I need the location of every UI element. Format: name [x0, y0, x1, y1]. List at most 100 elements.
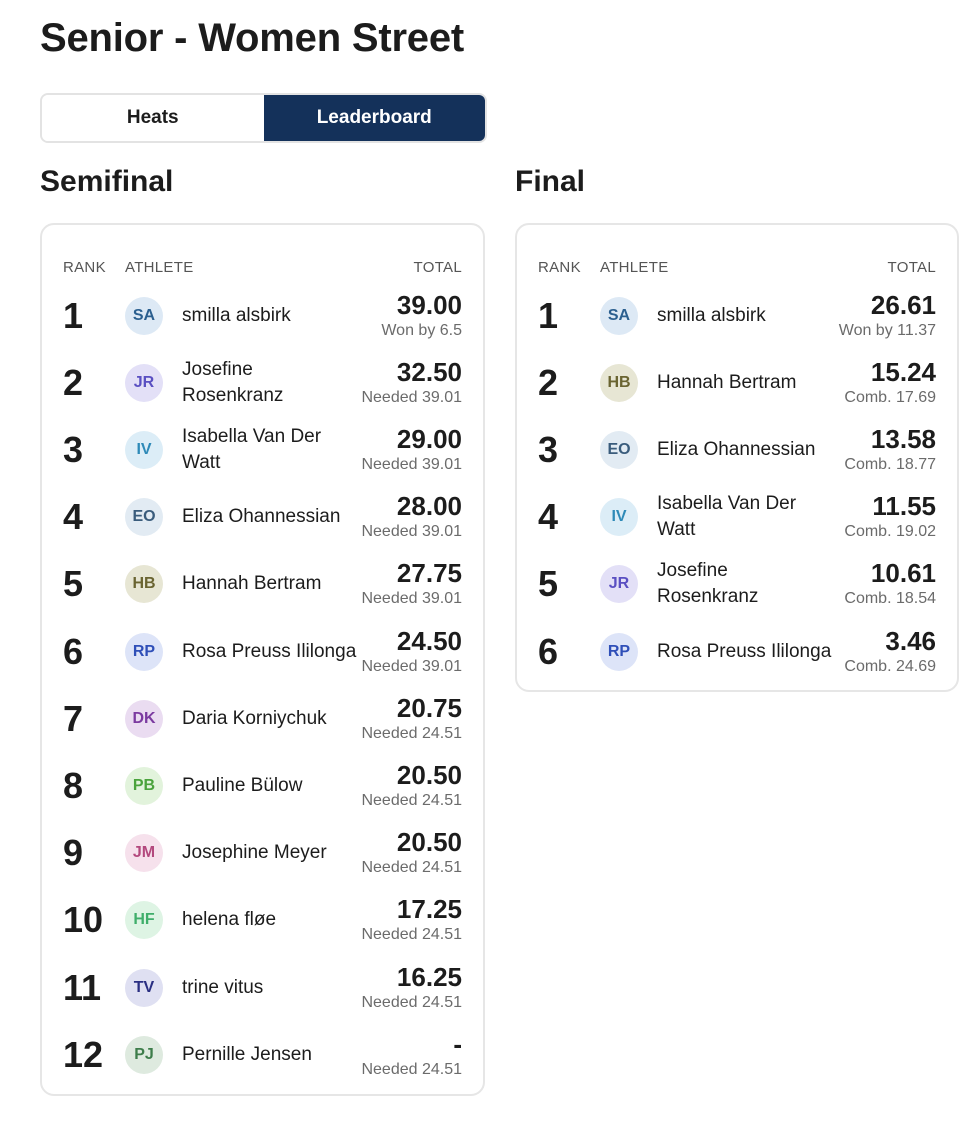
rank-number: 12	[63, 1033, 104, 1075]
athlete-name[interactable]: smilla alsbirk	[657, 304, 766, 326]
athlete-name[interactable]: Hannah Bertram	[657, 371, 797, 393]
avatar: DK	[125, 699, 163, 738]
total-score: 20.75	[396, 692, 462, 723]
avatar: SA	[125, 296, 163, 335]
table-row[interactable]: 11 TV trine vitus 16.25 Needed 24.51	[42, 954, 483, 1021]
athlete-name[interactable]: Eliza Ohannessian	[657, 438, 816, 460]
final-title: Final	[515, 165, 586, 198]
table-row[interactable]: 2 JR Josefine Rosenkranz 32.50 Needed 39.01	[42, 349, 483, 416]
total-cell: 16.25 Needed 24.51	[361, 962, 462, 1014]
avatar: RP	[125, 632, 163, 671]
total-cell: 10.61 Comb. 18.54	[844, 558, 936, 610]
table-row[interactable]: 9 JM Josephine Meyer 20.50 Needed 24.51	[42, 820, 483, 887]
total-cell: 15.24 Comb. 17.69	[844, 357, 936, 409]
score-note: Won by 11.37	[838, 321, 936, 339]
total-score: 3.46	[885, 625, 936, 656]
avatar: PB	[125, 766, 163, 805]
avatar: RP	[600, 632, 638, 671]
avatar: HB	[600, 363, 638, 402]
table-row[interactable]: 4 IV Isabella Van Der Watt 11.55 Comb. 19.02	[517, 484, 957, 551]
total-cell: 17.25 Needed 24.51	[361, 894, 462, 946]
athlete-name[interactable]: Isabella Van Der Watt	[657, 493, 797, 541]
view-toggle: Heats Leaderboard	[40, 93, 487, 143]
total-score: 11.55	[872, 491, 936, 522]
score-note: Needed 39.01	[361, 388, 462, 406]
athlete-name[interactable]: smilla alsbirk	[182, 304, 291, 326]
table-row[interactable]: 12 PJ Pernille Jensen - Needed 24.51	[42, 1021, 483, 1088]
table-row[interactable]: 5 HB Hannah Bertram 27.75 Needed 39.01	[42, 551, 483, 618]
table-row[interactable]: 3 EO Eliza Ohannessian 13.58 Comb. 18.77	[517, 416, 957, 483]
total-cell: 13.58 Comb. 18.77	[844, 424, 936, 476]
rank-number: 1	[63, 294, 84, 336]
score-note: Won by 6.5	[381, 321, 462, 339]
table-row[interactable]: 2 HB Hannah Bertram 15.24 Comb. 17.69	[517, 349, 957, 416]
table-row[interactable]: 1 SA smilla alsbirk 26.61 Won by 11.37	[517, 282, 957, 349]
avatar: PJ	[125, 1035, 163, 1074]
rank-number: 9	[63, 832, 84, 874]
score-note: Comb. 18.77	[844, 455, 936, 473]
score-note: Needed 24.51	[361, 926, 462, 944]
table-row[interactable]: 6 RP Rosa Preuss Ililonga 24.50 Needed 39.01	[42, 618, 483, 685]
score-note: Needed 39.01	[361, 657, 462, 675]
score-note: Needed 39.01	[361, 590, 462, 608]
athlete-name[interactable]: Rosa Preuss Ililonga	[657, 640, 832, 662]
score-note: Comb. 19.02	[844, 523, 936, 541]
column-header-athlete: ATHLETE	[125, 259, 194, 276]
table-row[interactable]: 5 JR Josefine Rosenkranz 10.61 Comb. 18.54	[517, 551, 957, 618]
total-score: -	[453, 1028, 462, 1059]
tab-leaderboard[interactable]: Leaderboard	[263, 95, 485, 141]
total-cell: 20.50 Needed 24.51	[361, 827, 462, 879]
table-row[interactable]: 10 HF helena fløe 17.25 Needed 24.51	[42, 887, 483, 954]
rank-number: 7	[63, 697, 84, 739]
table-row[interactable]: 6 RP Rosa Preuss Ililonga 3.46 Comb. 24.69	[517, 618, 957, 685]
athlete-name[interactable]: Daria Korniychuk	[182, 707, 327, 729]
athlete-name[interactable]: Josefine Rosenkranz	[657, 560, 759, 608]
total-score: 20.50	[396, 827, 462, 858]
avatar: JR	[125, 363, 163, 402]
score-note: Needed 24.51	[361, 724, 462, 742]
athlete-name[interactable]: Josephine Meyer	[182, 842, 327, 864]
athlete-name[interactable]: Rosa Preuss Ililonga	[182, 640, 357, 662]
athlete-name[interactable]: Pernille Jensen	[182, 1043, 312, 1065]
athlete-name[interactable]: Pauline Bülow	[182, 774, 303, 796]
avatar: HF	[125, 901, 163, 940]
avatar: HB	[125, 565, 163, 604]
table-row[interactable]: 1 SA smilla alsbirk 39.00 Won by 6.5	[42, 282, 483, 349]
athlete-name[interactable]: Hannah Bertram	[182, 573, 322, 595]
tab-heats[interactable]: Heats	[42, 95, 264, 141]
avatar: JM	[125, 834, 163, 873]
score-note: Comb. 17.69	[844, 388, 936, 406]
table-row[interactable]: 8 PB Pauline Bülow 20.50 Needed 24.51	[42, 752, 483, 819]
athlete-name[interactable]: Eliza Ohannessian	[182, 506, 341, 528]
rank-number: 2	[538, 361, 559, 403]
semifinal-leaderboard-card: RANK ATHLETE TOTAL 1 SA smilla alsbirk 39.0…	[40, 223, 485, 1096]
avatar: SA	[600, 296, 638, 335]
table-row[interactable]: 3 IV Isabella Van Der Watt 29.00 Needed 39.0…	[42, 416, 483, 483]
score-note: Needed 24.51	[361, 1060, 462, 1078]
total-score: 20.50	[396, 759, 462, 790]
athlete-name[interactable]: Isabella Van Der Watt	[182, 425, 322, 473]
rank-number: 1	[538, 294, 559, 336]
athlete-name[interactable]: trine vitus	[182, 976, 264, 998]
total-score: 17.25	[396, 894, 462, 925]
column-header-athlete: ATHLETE	[600, 259, 669, 276]
rank-number: 11	[63, 966, 102, 1008]
table-header: RANK ATHLETE TOTAL	[517, 259, 957, 279]
score-note: Needed 39.01	[361, 455, 462, 473]
column-header-rank: RANK	[63, 259, 106, 276]
rank-number: 4	[538, 496, 559, 538]
rank-number: 3	[63, 428, 84, 470]
total-cell: 24.50 Needed 39.01	[361, 626, 462, 678]
total-score: 28.00	[396, 491, 462, 522]
total-score: 27.75	[396, 558, 462, 589]
table-row[interactable]: 7 DK Daria Korniychuk 20.75 Needed 24.51	[42, 685, 483, 752]
rank-number: 10	[63, 899, 104, 941]
total-cell: 39.00 Won by 6.5	[381, 290, 462, 342]
total-cell: 11.55 Comb. 19.02	[844, 491, 936, 543]
total-cell: 26.61 Won by 11.37	[839, 290, 936, 342]
total-cell: 3.46 Comb. 24.69	[844, 626, 936, 678]
athlete-name[interactable]: Josefine Rosenkranz	[182, 358, 284, 406]
total-cell: 20.50 Needed 24.51	[361, 760, 462, 812]
athlete-name[interactable]: helena fløe	[182, 909, 277, 931]
table-row[interactable]: 4 EO Eliza Ohannessian 28.00 Needed 39.01	[42, 484, 483, 551]
